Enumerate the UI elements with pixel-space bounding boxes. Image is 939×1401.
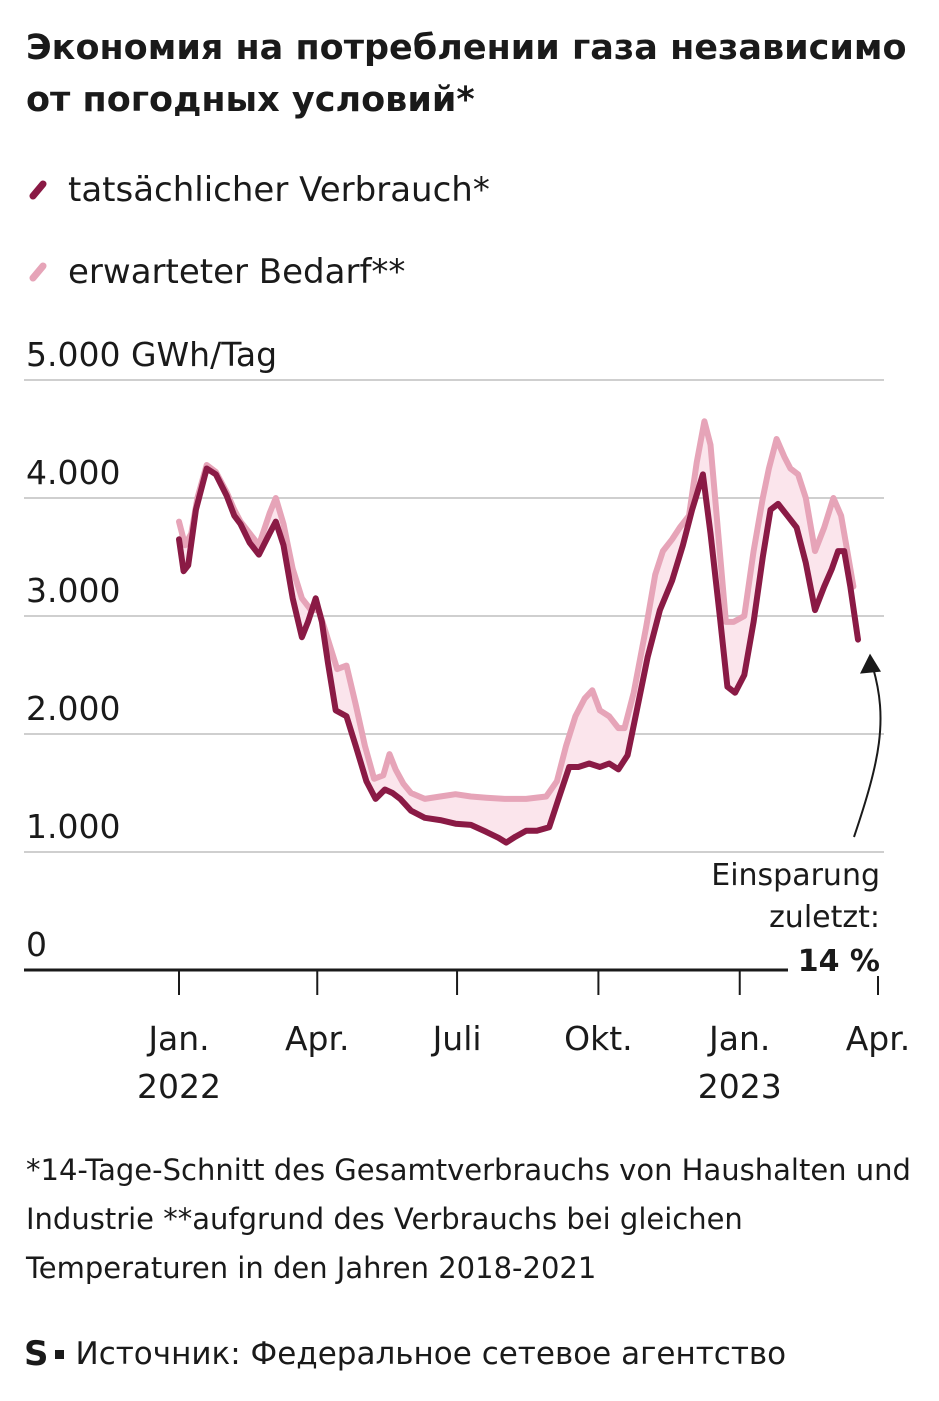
legend-item-actual: tatsächlicher Verbrauch* [28, 170, 490, 210]
chart-title: Экономия на потреблении газа независимо … [26, 28, 907, 120]
source-line: S Источник: Федеральное сетевое агентств… [24, 1334, 786, 1374]
label-layer: 0 1.000 2.000 3.000 4.000 5.000 GWh/Tag Jan. 20… [26, 335, 910, 1106]
annotation-arrow-head [860, 653, 881, 674]
legend-label-expected: erwarteter Bedarf** [68, 252, 406, 292]
series-line-actual [176, 465, 861, 846]
x-tick-year-label: 2023 [698, 1067, 782, 1106]
annotation-arrow-line [853, 667, 882, 838]
y-tick-label: 3.000 [26, 571, 120, 610]
y-tick-label: 2.000 [26, 689, 120, 728]
legend-swatch-actual [29, 180, 47, 200]
logo-dot [54, 1349, 64, 1359]
x-tick-year-label: 2022 [137, 1067, 221, 1106]
y-tick-label: 1.000 [26, 807, 120, 846]
annotation-value-bg [788, 942, 884, 976]
legend-label-actual: tatsächlicher Verbrauch* [68, 170, 490, 210]
gas-consumption-chart: 0 1.000 2.000 3.000 4.000 5.000 GWh/Tag Jan. 20… [24, 335, 910, 1106]
savings-area [179, 421, 858, 843]
legend-swatch-expected [29, 262, 47, 282]
legend-item-expected: erwarteter Bedarf** [28, 252, 405, 292]
y-tick-label: 0 [26, 925, 47, 964]
annotation-value: 14 % [798, 944, 880, 979]
y-tick-label: 5.000 GWh/Tag [26, 335, 277, 374]
axis-layer [24, 968, 880, 995]
x-tick-label: Apr. [285, 1019, 350, 1058]
y-tick-label: 4.000 [26, 453, 120, 492]
x-tick-label: Okt. [564, 1019, 633, 1058]
annotation: Einsparung zuletzt: 14 % [711, 653, 884, 979]
annotation-line-1: Einsparung [711, 858, 880, 893]
x-tick-label: Apr. [846, 1019, 911, 1058]
footnote: *14-Tage-Schnitt des Gesamtverbrauchs vo… [26, 1153, 911, 1285]
source-text: Источник: Федеральное сетевое агентство [75, 1336, 787, 1372]
annotation-line-2: zuletzt: [769, 900, 880, 935]
x-tick-label: Juli [431, 1019, 482, 1058]
series-line-expected [176, 418, 857, 802]
x-tick-label: Jan. [146, 1019, 209, 1058]
publisher-logo: S [24, 1334, 49, 1374]
grid-layer [24, 379, 884, 853]
x-tick-label: Jan. [707, 1019, 770, 1058]
